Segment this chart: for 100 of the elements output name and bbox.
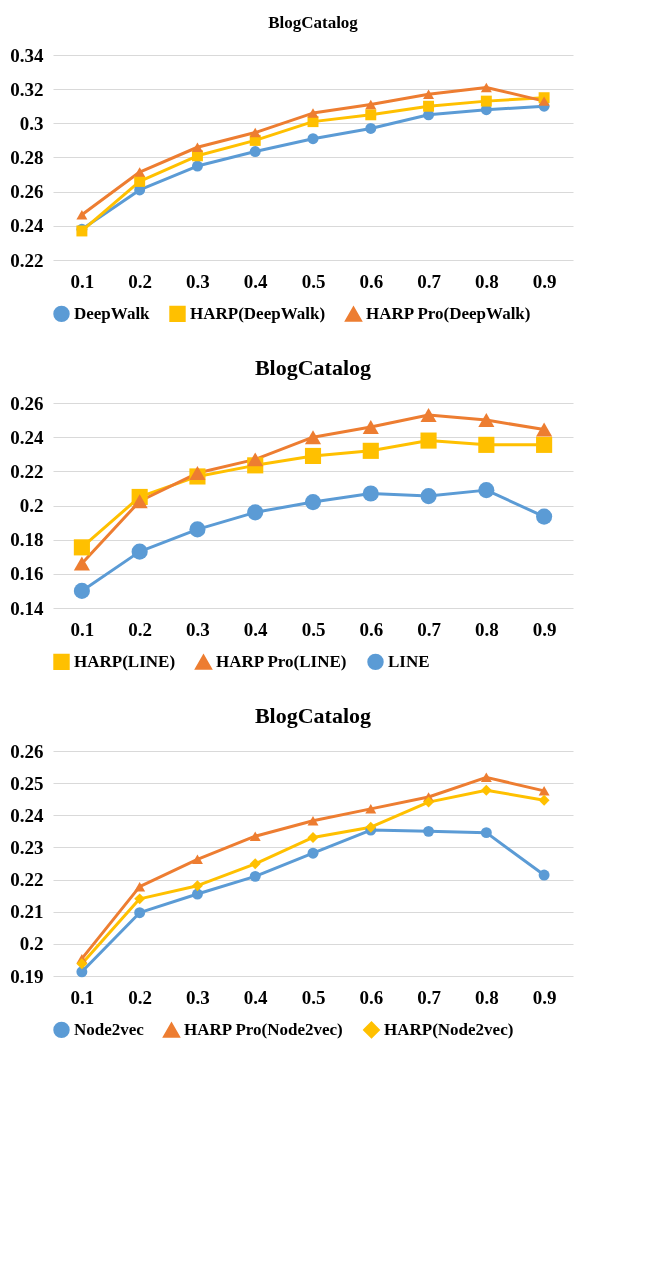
y-tick-label: 0.2 bbox=[19, 933, 44, 955]
point bbox=[191, 854, 203, 865]
point bbox=[189, 521, 206, 538]
x-tick-label: 0.5 bbox=[301, 986, 326, 1008]
point bbox=[423, 825, 435, 837]
point bbox=[249, 858, 261, 870]
x-tick-label: 0.9 bbox=[532, 618, 557, 640]
point bbox=[420, 407, 437, 422]
y-tick-label: 0.24 bbox=[10, 215, 44, 237]
point bbox=[249, 146, 261, 157]
point bbox=[249, 870, 261, 882]
point bbox=[480, 784, 492, 796]
point bbox=[538, 794, 550, 806]
point bbox=[134, 881, 146, 892]
chart-title: BlogCatalog bbox=[254, 355, 372, 380]
x-tick-label: 0.5 bbox=[301, 270, 326, 292]
y-tick-label: 0.34 bbox=[10, 44, 44, 66]
y-tick-label: 0.26 bbox=[10, 740, 44, 762]
x-tick-label: 0.3 bbox=[186, 270, 210, 292]
x-tick-label: 0.7 bbox=[417, 986, 442, 1008]
x-tick-label: 0.8 bbox=[474, 270, 499, 292]
point bbox=[538, 786, 550, 796]
point bbox=[423, 89, 435, 100]
legend-label: DeepWalk bbox=[74, 303, 151, 323]
point bbox=[191, 160, 203, 172]
point bbox=[73, 539, 90, 556]
point bbox=[538, 869, 550, 881]
legend-label: HARP Pro(LINE) bbox=[216, 652, 347, 672]
y-tick-label: 0.23 bbox=[10, 836, 44, 858]
x-tick-label: 0.2 bbox=[128, 270, 153, 292]
x-tick-label: 0.9 bbox=[532, 986, 557, 1008]
point bbox=[362, 442, 379, 459]
point bbox=[423, 796, 435, 808]
point bbox=[307, 133, 319, 145]
y-tick-label: 0.16 bbox=[10, 563, 44, 585]
legend-label: HARP(DeepWalk) bbox=[190, 303, 326, 323]
point bbox=[304, 447, 322, 465]
point bbox=[365, 804, 377, 814]
point bbox=[420, 432, 437, 449]
x-tick-label: 0.4 bbox=[243, 986, 269, 1008]
point bbox=[304, 430, 322, 445]
x-tick-label: 0.7 bbox=[417, 618, 442, 640]
x-tick-label: 0.6 bbox=[359, 270, 384, 292]
point bbox=[73, 582, 90, 599]
x-tick-label: 0.6 bbox=[359, 618, 384, 640]
chart-title: BlogCatalog bbox=[268, 13, 359, 32]
point bbox=[249, 127, 261, 138]
y-tick-label: 0.22 bbox=[10, 460, 44, 482]
point bbox=[480, 95, 492, 107]
legend-label: HARP Pro(DeepWalk) bbox=[366, 304, 531, 324]
chart-title: BlogCatalog bbox=[254, 703, 372, 728]
legend-label: HARP(Node2vec) bbox=[384, 1019, 514, 1039]
point bbox=[362, 419, 379, 434]
point bbox=[304, 494, 322, 511]
point bbox=[420, 488, 437, 505]
point bbox=[247, 504, 264, 521]
point bbox=[134, 175, 146, 187]
point bbox=[191, 888, 203, 900]
point bbox=[536, 508, 553, 525]
point bbox=[131, 543, 148, 560]
point bbox=[134, 167, 146, 177]
point bbox=[478, 413, 495, 428]
point bbox=[478, 436, 495, 453]
x-tick-label: 0.1 bbox=[70, 270, 95, 292]
point bbox=[134, 893, 146, 905]
point bbox=[134, 907, 146, 919]
point bbox=[191, 142, 203, 152]
point bbox=[249, 831, 261, 841]
legend-label: HARP Pro(Node2vec) bbox=[184, 1020, 343, 1040]
x-tick-label: 0.9 bbox=[532, 270, 557, 292]
point bbox=[362, 485, 379, 502]
point bbox=[536, 422, 553, 437]
point bbox=[307, 108, 319, 118]
point bbox=[365, 109, 377, 121]
x-tick-label: 0.6 bbox=[359, 986, 384, 1008]
y-tick-label: 0.24 bbox=[10, 804, 44, 826]
x-tick-label: 0.1 bbox=[70, 618, 95, 640]
point bbox=[480, 82, 492, 93]
point bbox=[536, 436, 553, 453]
point bbox=[131, 494, 148, 509]
point bbox=[538, 96, 550, 106]
y-tick-label: 0.3 bbox=[19, 112, 44, 134]
y-tick-label: 0.18 bbox=[10, 529, 44, 551]
y-tick-label: 0.2 bbox=[19, 495, 44, 516]
x-tick-label: 0.8 bbox=[474, 618, 499, 640]
point bbox=[365, 122, 377, 134]
y-tick-label: 0.28 bbox=[10, 147, 44, 168]
legend-label: HARP(LINE) bbox=[74, 651, 176, 671]
x-tick-label: 0.4 bbox=[243, 618, 269, 640]
point bbox=[478, 482, 495, 499]
x-tick-label: 0.2 bbox=[128, 986, 153, 1008]
y-tick-label: 0.19 bbox=[10, 965, 44, 987]
point bbox=[423, 100, 435, 112]
legend-label: LINE bbox=[388, 651, 430, 671]
point bbox=[189, 466, 206, 481]
x-tick-label: 0.4 bbox=[243, 270, 269, 292]
x-tick-label: 0.3 bbox=[186, 986, 210, 1008]
point bbox=[480, 772, 492, 783]
y-tick-label: 0.22 bbox=[10, 249, 44, 271]
y-tick-label: 0.14 bbox=[10, 597, 44, 619]
